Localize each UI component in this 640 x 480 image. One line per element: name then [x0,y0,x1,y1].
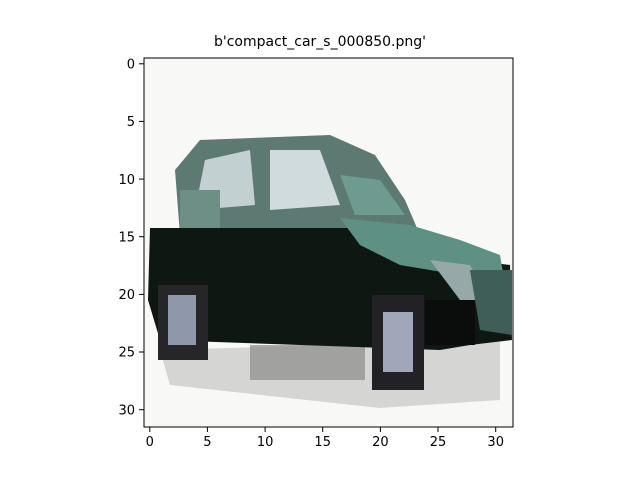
y-tick-label: 5 [127,115,135,130]
y-tick-label: 10 [118,173,135,188]
y-axis [139,63,144,411]
window-rear [270,150,340,210]
x-tick-label: 15 [314,435,331,450]
figure-title: b'compact_car_s_000850.png' [213,34,426,50]
rear-wheel [158,285,208,360]
x-tick-label: 20 [372,435,389,450]
x-tick-label: 30 [487,435,504,450]
axes-frame [143,57,514,428]
y-tick-label: 30 [118,403,135,418]
car-image [144,58,513,427]
y-tick-label: 20 [118,288,135,303]
y-tick-label: 0 [127,58,135,73]
x-tick-label: 10 [257,435,274,450]
x-tick-label: 5 [203,435,211,450]
front-wheel [372,295,424,390]
x-axis [149,427,497,432]
y-tick-label: 25 [118,346,135,361]
x-tick-label: 25 [430,435,447,450]
x-tick-label: 0 [146,435,154,450]
y-tick-label: 15 [118,230,135,245]
